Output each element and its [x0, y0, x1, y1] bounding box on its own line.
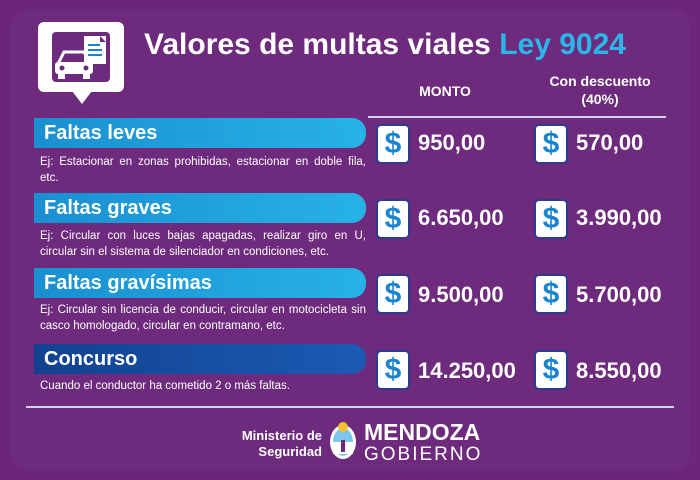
title-law: Ley 9024 [499, 28, 626, 61]
gov-sub: GOBIERNO [364, 444, 483, 465]
dollar-icon: $ [376, 350, 410, 390]
title-main: Valores de multas viales [144, 28, 491, 61]
dollar-icon: $ [534, 199, 568, 239]
dollar-icon: $ [376, 199, 410, 239]
category-leves: Faltas leves [34, 118, 366, 148]
amount-concurso-monto: 14.250,00 [418, 358, 516, 383]
amount-gravisimas-descuento: 5.700,00 [576, 282, 662, 307]
column-header-monto: MONTO [419, 83, 471, 99]
category-graves: Faltas graves [34, 193, 366, 223]
dollar-icon: $ [376, 274, 410, 314]
mendoza-seal-icon [328, 418, 358, 467]
footer-divider [26, 406, 674, 408]
dollar-icon: $ [534, 124, 568, 164]
category-gravisimas-desc: Ej: Circular sin licencia de conducir, c… [40, 304, 366, 332]
page-title: Valores de multas viales Ley 9024 [144, 28, 626, 62]
category-graves-desc: Ej: Circular con luces bajas apagadas, r… [40, 230, 366, 258]
amount-leves-monto: 950,00 [418, 130, 486, 155]
category-concurso-desc: Cuando el conductor ha cometido 2 o más … [40, 380, 290, 392]
amount-graves-descuento: 3.990,00 [576, 205, 662, 230]
column-header-descuento: Con descuento (40%) [549, 73, 651, 107]
amount-graves-monto: 6.650,00 [418, 205, 504, 230]
category-gravisimas: Faltas gravísimas [34, 268, 366, 298]
dollar-icon: $ [376, 124, 410, 164]
header-divider [368, 116, 666, 118]
ministry-label: Ministerio de Seguridad [241, 428, 322, 459]
gov-name: MENDOZA [364, 419, 481, 445]
car-document-icon [38, 22, 124, 104]
category-concurso: Concurso [34, 344, 366, 374]
amount-gravisimas-monto: 9.500,00 [418, 282, 504, 307]
dollar-icon: $ [534, 350, 568, 390]
dollar-icon: $ [534, 274, 568, 314]
category-leves-desc: Ej: Estacionar en zonas prohibidas, esta… [40, 156, 366, 184]
amount-concurso-descuento: 8.550,00 [576, 358, 662, 383]
amount-leves-descuento: 570,00 [576, 130, 644, 155]
